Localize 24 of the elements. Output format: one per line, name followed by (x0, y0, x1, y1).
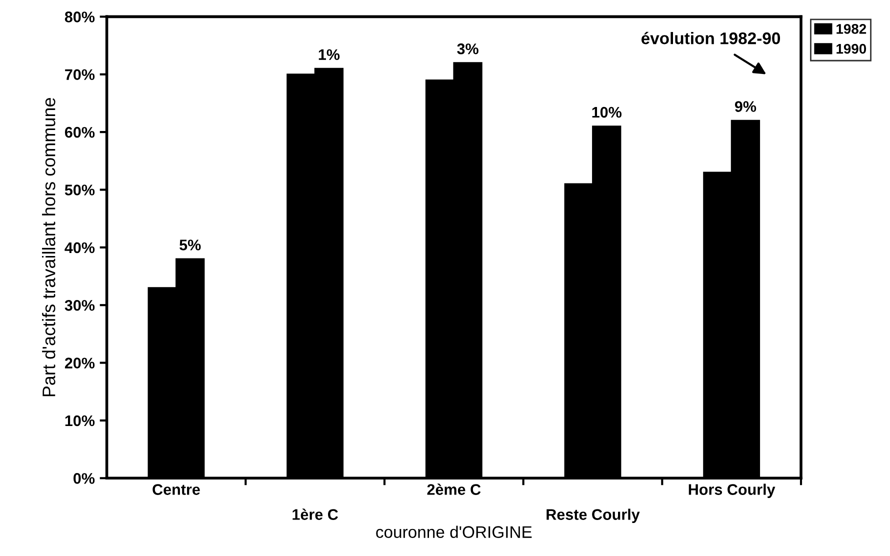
x-tick-label: Hors Courly (688, 484, 776, 498)
x-tick-label: Reste Courly (546, 508, 640, 523)
annotation: 9% (734, 101, 756, 112)
x-tick-label: 1ère C (292, 508, 338, 520)
y-tick-label: 60% (64, 126, 95, 138)
x-tick-label: 2ème C (427, 484, 481, 495)
y-tick-label: 20% (64, 358, 95, 368)
legend-label: 1990 (836, 44, 866, 54)
y-axis-title: Part d'actifs travaillant hors commune (42, 98, 56, 396)
annotation: 10% (592, 106, 622, 118)
y-tick-label: 70% (65, 69, 95, 80)
y-tick-label: 0% (74, 473, 95, 484)
y-tick-label: 50% (64, 184, 95, 196)
annotation: évolution 1982-90 (641, 32, 780, 44)
y-tick-label: 30% (64, 300, 95, 311)
y-tick-label: 40% (64, 242, 95, 254)
y-tick-label: 10% (65, 415, 95, 426)
annotation: 5% (180, 240, 201, 250)
x-axis-title: couronne d'ORIGINE (376, 526, 532, 538)
annotation: 3% (457, 43, 478, 54)
y-tick-label: 80% (64, 12, 95, 22)
annotation: 1% (318, 49, 340, 60)
legend-label: 1982 (836, 24, 866, 34)
x-tick-label: Centre (152, 484, 200, 495)
